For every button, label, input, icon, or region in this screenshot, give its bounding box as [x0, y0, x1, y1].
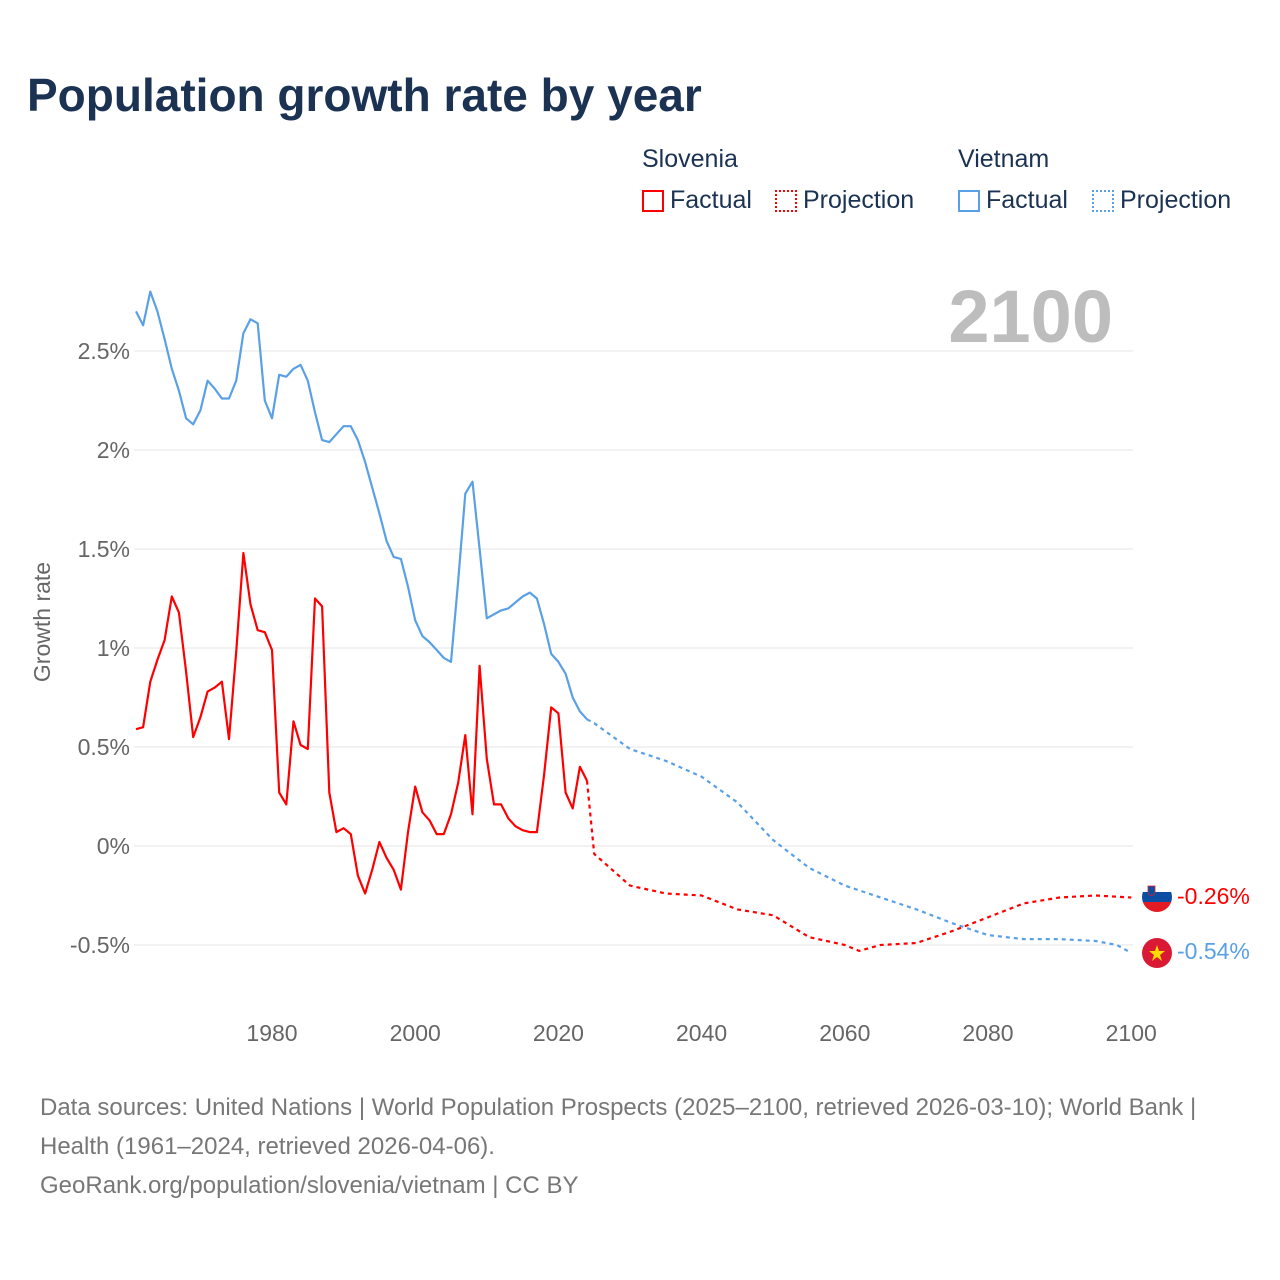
legend-swatch-solid-blue	[958, 189, 980, 212]
chart-title: Population growth rate by year	[27, 69, 702, 121]
x-tick-label: 2060	[819, 1020, 870, 1046]
y-tick-label: -0.5%	[70, 932, 130, 958]
legend-vietnam-factual[interactable]: Factual	[958, 186, 1068, 215]
y-tick-label: 1.5%	[78, 536, 130, 562]
legend-slovenia-projection[interactable]: Projection	[775, 186, 914, 215]
legend-group-vietnam: Vietnam	[958, 145, 1050, 173]
source-link[interactable]: GeoRank.org/population/slovenia/vietnam …	[40, 1172, 579, 1199]
footer: Data sources: United Nations | World Pop…	[40, 1088, 1240, 1205]
legend-label: Projection	[803, 186, 915, 214]
series-line-slovenia-projection	[585, 780, 1132, 953]
x-tick-label: 2080	[962, 1020, 1013, 1046]
y-axis-label: Growth rate	[29, 562, 55, 682]
y-tick-label: 2%	[97, 437, 130, 463]
legend-swatch-dotted-blue	[1092, 189, 1114, 212]
data-sources: Data sources: United Nations | World Pop…	[40, 1094, 1197, 1160]
vietnam-end-value: -0.54%	[1177, 938, 1250, 964]
x-tick-label: 2000	[390, 1020, 441, 1046]
legend-label: Projection	[1120, 186, 1232, 214]
y-tick-label: 0.5%	[78, 734, 130, 760]
x-tick-label: 2100	[1106, 1020, 1157, 1046]
year-watermark: 2100	[948, 275, 1113, 358]
slovenia-end-value: -0.26%	[1177, 883, 1250, 909]
legend-vietnam-projection[interactable]: Projection	[1092, 186, 1231, 215]
x-tick-label: 2020	[533, 1020, 584, 1046]
y-tick-label: 0%	[97, 833, 130, 859]
legend-swatch-solid-red	[642, 189, 664, 212]
legend-swatch-dotted-red	[775, 189, 797, 212]
legend-group-slovenia: Slovenia	[642, 145, 738, 173]
vietnam-flag-icon	[1142, 938, 1172, 968]
legend-label: Factual	[670, 186, 752, 214]
series-line-vietnam-projection	[586, 718, 1132, 954]
legend-label: Factual	[986, 186, 1068, 214]
series-line-slovenia-factual	[135, 551, 588, 895]
series-line-vietnam-factual	[135, 290, 588, 721]
y-tick-label: 1%	[97, 635, 130, 661]
legend-slovenia-factual[interactable]: Factual	[642, 186, 752, 215]
slovenia-flag-icon	[1142, 882, 1172, 912]
y-tick-label: 2.5%	[78, 338, 130, 364]
x-tick-label: 2040	[676, 1020, 727, 1046]
x-tick-label: 1980	[246, 1020, 297, 1046]
